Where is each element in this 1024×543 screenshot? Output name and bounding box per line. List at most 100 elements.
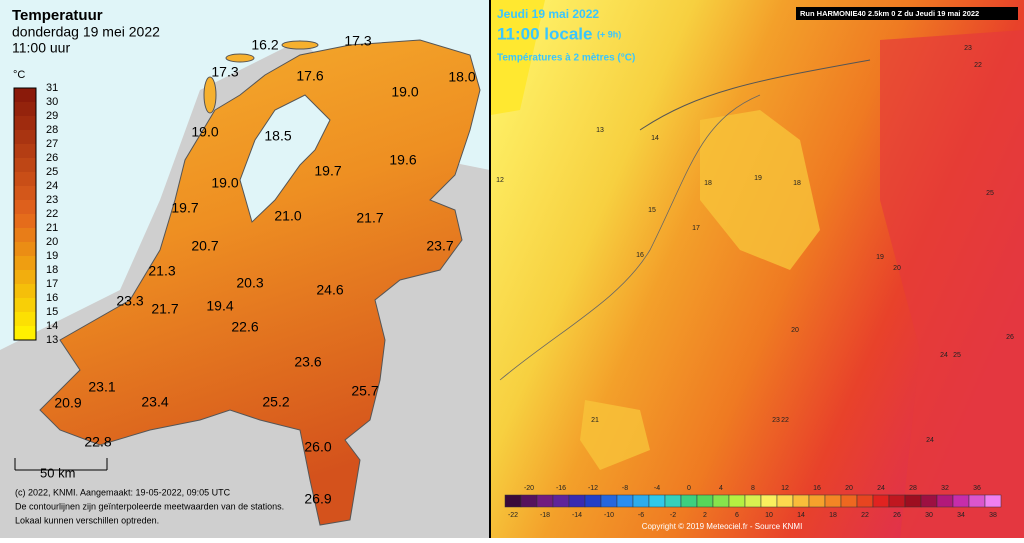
colorbar-label: 4: [719, 485, 723, 492]
contour-label: 26: [1006, 334, 1014, 341]
legend-label: 26: [46, 152, 58, 164]
colorbar-label: 8: [751, 485, 755, 492]
colorbar-label: -6: [638, 512, 644, 519]
legend-swatch: [14, 130, 36, 144]
contour-label: 22: [781, 417, 789, 424]
colorbar-label: -18: [540, 512, 550, 519]
contour-label: 24: [940, 352, 948, 359]
legend-label: 18: [46, 264, 58, 276]
island: [203, 76, 217, 114]
title: Temperatuur: [12, 7, 103, 24]
contour-label: 13: [596, 127, 604, 134]
ijsselmeer: [239, 94, 331, 223]
legend-swatch: [14, 312, 36, 326]
station-value: 23.4: [141, 394, 168, 410]
legend-label: 28: [46, 124, 58, 136]
legend-label: 14: [46, 320, 58, 332]
colorbar-cell: [744, 494, 762, 508]
colorbar-label: -22: [508, 512, 518, 519]
contour-label: 17: [692, 225, 700, 232]
colorbar-cell: [904, 494, 922, 508]
colorbar-cell: [584, 494, 602, 508]
stations: 16.2 17.3 17.3 17.6 18.0 19.0 19.0 18.5 19.7 19.6…: [54, 33, 475, 507]
legend-swatch: [14, 284, 36, 298]
legend-label: 27: [46, 138, 58, 150]
colorbar-label: 30: [925, 512, 933, 519]
legend-swatch: [14, 228, 36, 242]
contour-label: 24: [926, 437, 934, 444]
unit: °C: [13, 69, 25, 81]
legend-label: 29: [46, 110, 58, 122]
forecast-offset: (+ 9h): [597, 29, 621, 39]
legend: 31 30 29 28 27 26 25 24 23 22 21 20 19 18 17 16 15 14 13: [13, 82, 58, 346]
colorbar-cell: [984, 494, 1002, 508]
colorbar-label: -4: [654, 485, 660, 492]
colorbar-label: 0: [687, 485, 691, 492]
run-info: Run HARMONIE40 2.5km 0 Z du Jeudi 19 mai…: [800, 9, 979, 18]
colorbar-cell: [712, 494, 730, 508]
station-value: 19.6: [389, 152, 416, 168]
legend-swatch: [14, 298, 36, 312]
legend-swatch: [14, 214, 36, 228]
colorbar-cell: [840, 494, 858, 508]
colorbar-label: 36: [973, 485, 981, 492]
colorbar-cell: [536, 494, 554, 508]
colorbar-label: 10: [765, 512, 773, 519]
legend-label: 13: [46, 334, 58, 346]
colorbar-cell: [648, 494, 666, 508]
station-value: 24.6: [316, 282, 343, 298]
legend-swatch: [14, 200, 36, 214]
legend-swatch: [14, 158, 36, 172]
colorbar-label: 26: [893, 512, 901, 519]
station-value: 21.0: [274, 208, 301, 224]
station-value: 22.8: [84, 434, 111, 450]
colorbar-cell: [776, 494, 794, 508]
contour-label: 23: [964, 45, 972, 52]
station-value: 25.2: [262, 394, 289, 410]
colorbar-label: 6: [735, 512, 739, 519]
station-value: 17.6: [296, 68, 323, 84]
legend-frame: [13, 87, 37, 341]
station-value: 19.4: [206, 298, 233, 314]
legend-swatch: [14, 270, 36, 284]
contour-label: 14: [651, 135, 659, 142]
station-value: 20.3: [236, 275, 263, 291]
colorbar-label: -2: [670, 512, 676, 519]
colorbar-cell: [552, 494, 570, 508]
colorbar-cell: [664, 494, 682, 508]
station-value: 19.0: [191, 124, 218, 140]
legend-swatch: [14, 256, 36, 270]
legend-label: 20: [46, 236, 58, 248]
legend-label: 17: [46, 278, 58, 290]
colorbar-cell: [808, 494, 826, 508]
contour-label: 20: [893, 265, 901, 272]
legend-swatch: [14, 172, 36, 186]
colorbar-label: 22: [861, 512, 869, 519]
station-value: 18.0: [448, 69, 475, 85]
contour-label: 18: [793, 180, 801, 187]
island: [225, 53, 255, 63]
contour-label: 19: [754, 175, 762, 182]
forecast-time: 11:00 locale: [497, 24, 592, 43]
island: [281, 40, 319, 50]
run-box: [796, 7, 1018, 20]
station-value: 23.7: [426, 238, 453, 254]
colorbar-label: 12: [781, 485, 789, 492]
colorbar-label: 32: [941, 485, 949, 492]
scale-label: 50 km: [40, 465, 75, 480]
station-value: 17.3: [211, 64, 238, 80]
legend-swatch: [14, 102, 36, 116]
station-value: 25.7: [351, 383, 378, 399]
contour-label: 25: [953, 352, 961, 359]
footer: (c) 2022, KNMI. Aangemaakt: 19-05-2022, …: [15, 487, 231, 497]
colorbar-label: -14: [572, 512, 582, 519]
colorbar-cell: [792, 494, 810, 508]
colorbar-label: 20: [845, 485, 853, 492]
field-patch: [580, 400, 650, 470]
contour-label: 20: [791, 327, 799, 334]
legend-label: 21: [46, 222, 58, 234]
colorbar-cell: [632, 494, 650, 508]
colorbar-label: 24: [877, 485, 885, 492]
colorbar-label: -10: [604, 512, 614, 519]
station-value: 19.7: [314, 163, 341, 179]
